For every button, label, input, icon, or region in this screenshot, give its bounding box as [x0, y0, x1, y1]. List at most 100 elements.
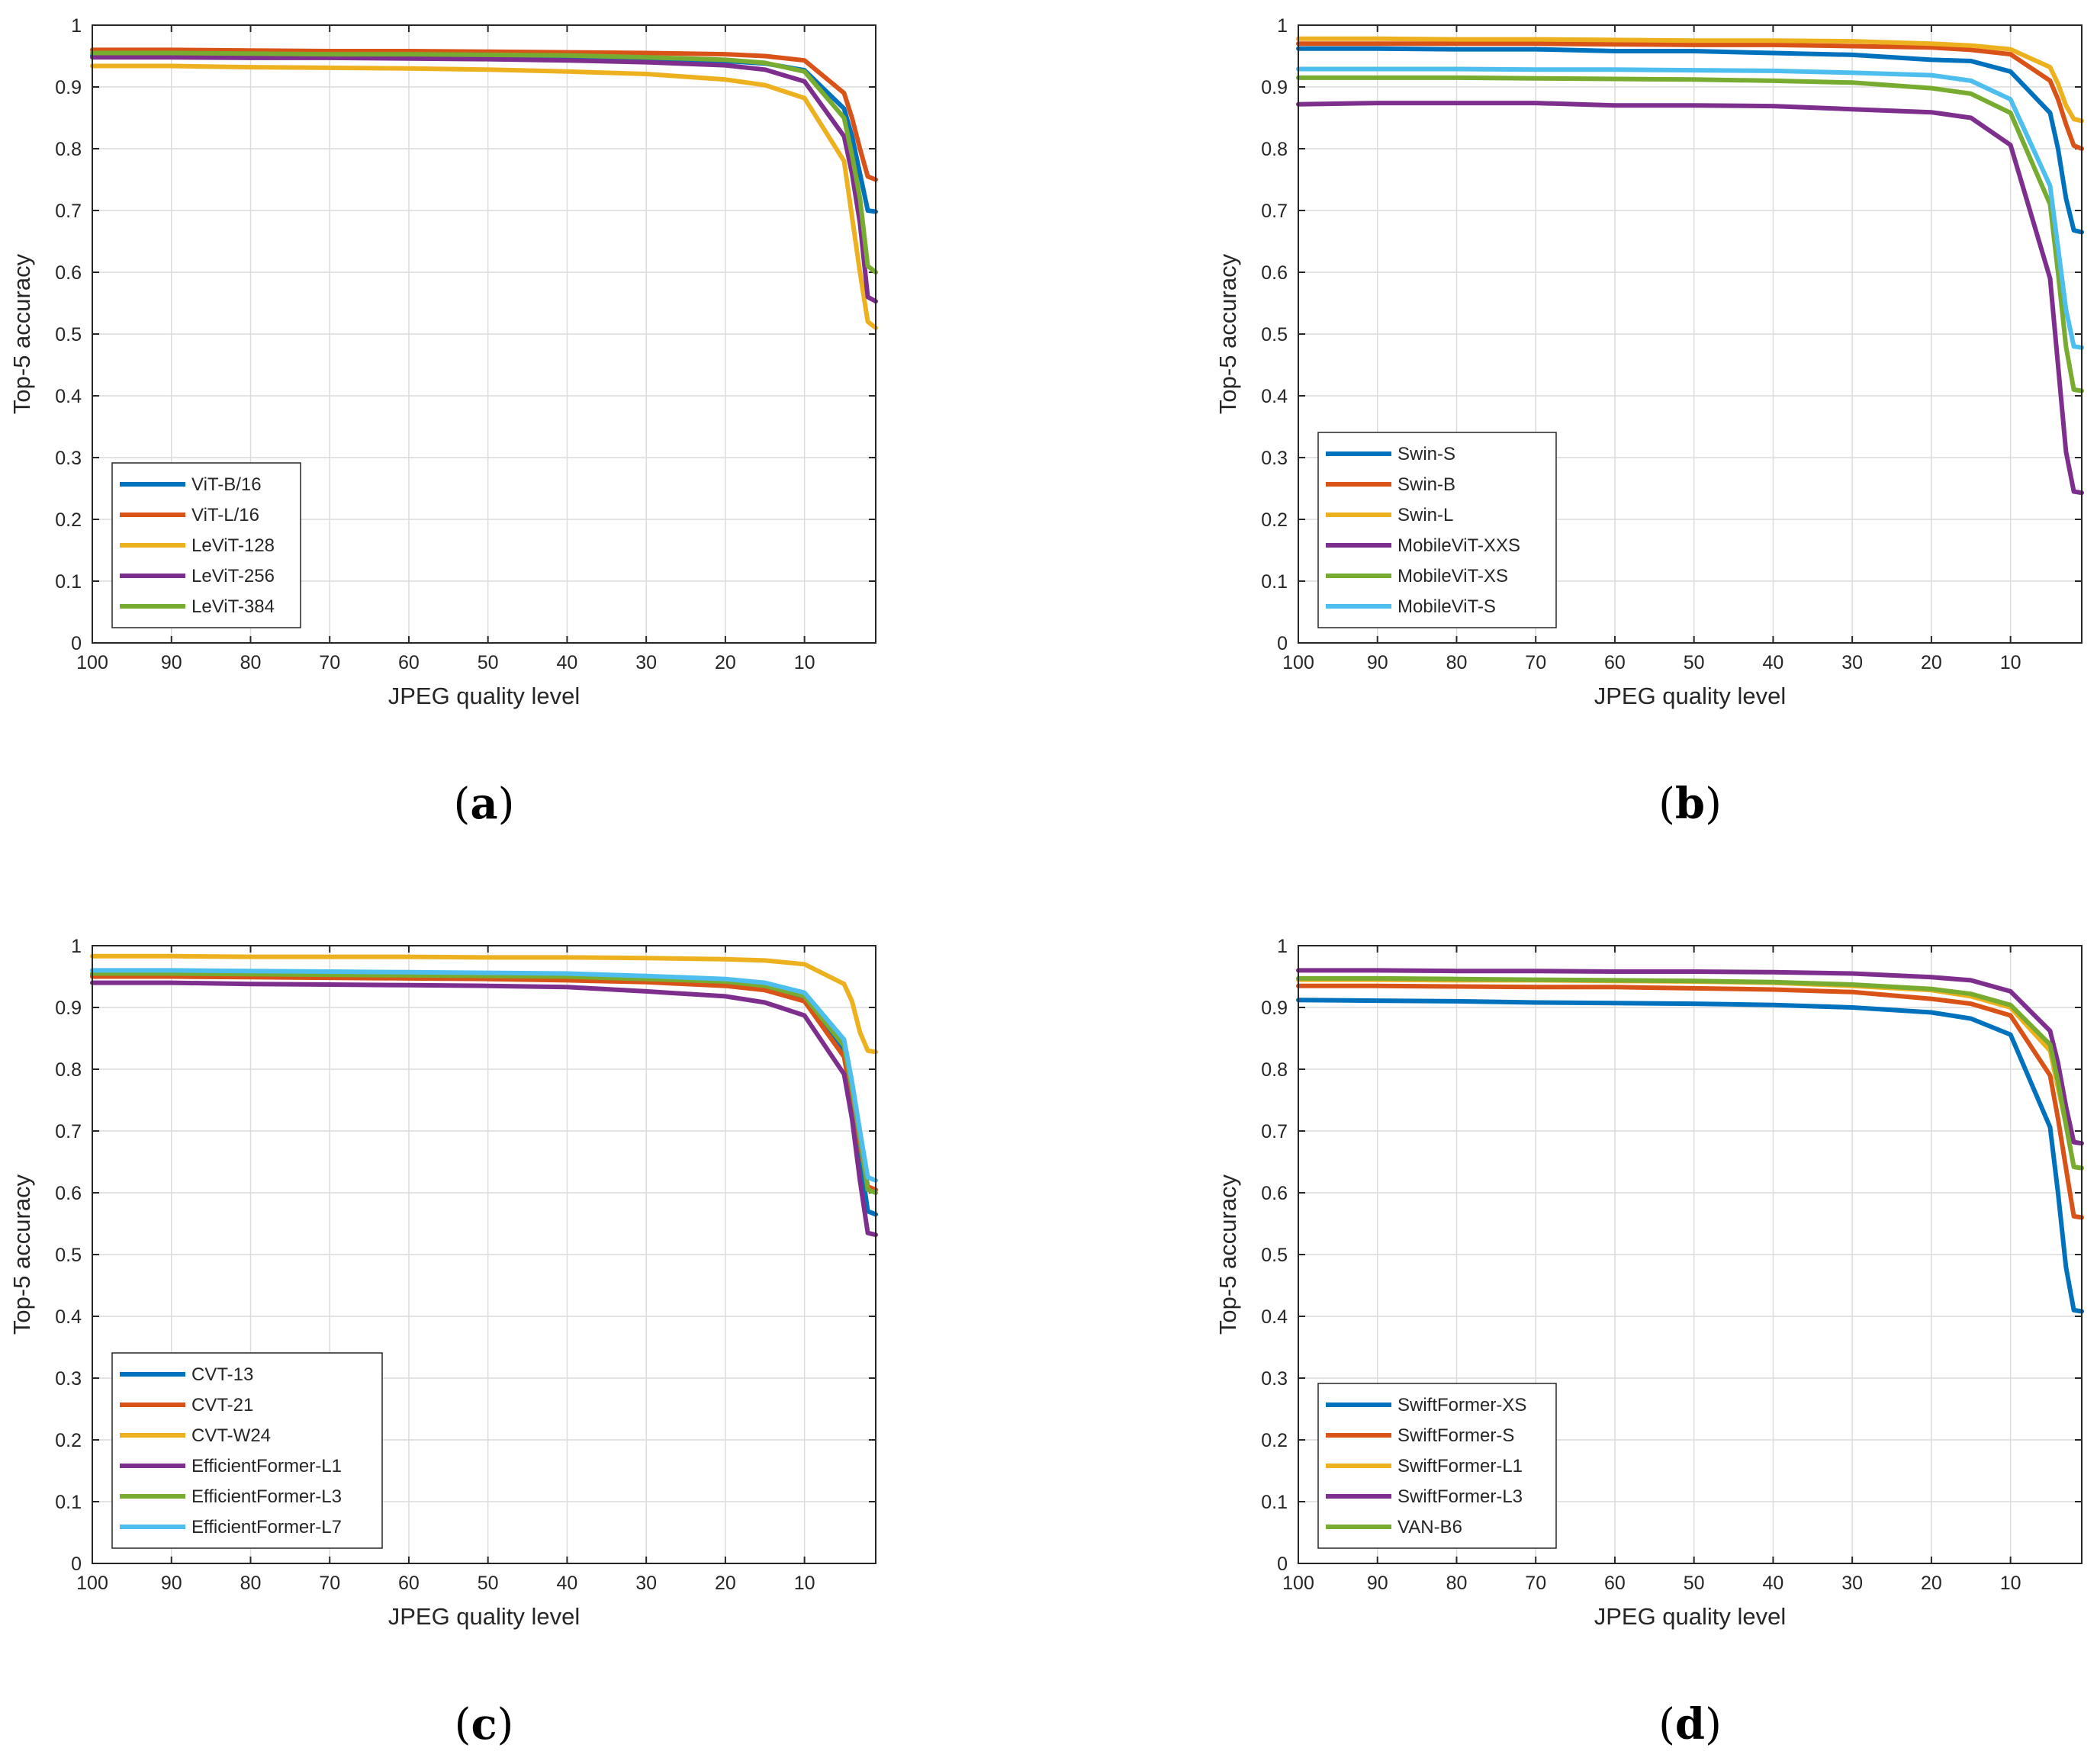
y-axis-label: Top-5 accuracy: [1214, 253, 1241, 414]
x-tick-label: 30: [635, 652, 657, 673]
legend-label: LeViT-128: [191, 535, 275, 556]
series-line-swiftformer-xs: [1296, 998, 2084, 1314]
x-axis-label: JPEG quality level: [1594, 683, 1787, 709]
series-line-vit-l-16: [90, 47, 878, 182]
x-tick-label: 70: [1525, 652, 1546, 673]
series-line-mobilevit-s: [1296, 66, 2084, 350]
x-tick-label: 10: [2000, 1573, 2021, 1594]
y-tick-label: 0: [1277, 1554, 1288, 1575]
y-tick-label: 0.2: [1261, 509, 1288, 531]
y-tick-label: 0.3: [55, 448, 82, 469]
legend-label: EfficientFormer-L7: [191, 1517, 342, 1537]
x-tick-label: 10: [794, 1573, 815, 1594]
x-tick-label: 80: [1446, 1573, 1468, 1594]
x-tick-label: 30: [1841, 1573, 1863, 1594]
series-line-levit-256: [90, 55, 878, 304]
x-tick-label: 20: [715, 652, 736, 673]
y-tick-label: 0: [71, 1554, 82, 1575]
y-tick-label: 0.8: [1261, 1059, 1288, 1081]
y-tick-label: 0.5: [55, 1245, 82, 1266]
y-tick-label: 0.3: [1261, 1368, 1288, 1390]
legend-label: Swin-L: [1397, 505, 1453, 525]
series-line-levit-384: [90, 50, 878, 275]
x-tick-label: 60: [398, 652, 420, 673]
panel-label: (c): [455, 1699, 514, 1750]
x-tick-label: 50: [478, 652, 499, 673]
y-tick-label: 0.1: [1261, 1492, 1288, 1513]
x-axis-label: JPEG quality level: [1594, 1603, 1787, 1630]
series-line-swin-b: [1296, 41, 2084, 151]
y-tick-label: 0.9: [55, 998, 82, 1019]
series-line-cvt-21: [90, 974, 878, 1192]
y-tick-label: 0.6: [55, 262, 82, 284]
y-tick-label: 0.5: [1261, 324, 1288, 345]
y-tick-label: 0.2: [55, 1430, 82, 1451]
series-line-van-b6: [1296, 975, 2084, 1171]
series-line-mobilevit-xxs: [1296, 101, 2084, 496]
y-tick-label: 0.1: [55, 571, 82, 593]
chart-panel-a: 100 90 80 70 60 50 40 30 20 1000.10.20.30.40.50.6…: [8, 15, 878, 829]
y-tick-label: 0.9: [1261, 77, 1288, 98]
x-tick-label: 90: [1367, 652, 1388, 673]
y-tick-label: 0.8: [55, 139, 82, 160]
x-tick-label: 50: [1684, 1573, 1705, 1594]
legend-label: CVT-21: [191, 1395, 253, 1415]
y-tick-label: 1: [1277, 936, 1288, 957]
legend-label: SwiftFormer-L1: [1397, 1456, 1523, 1476]
y-tick-label: 0: [1277, 633, 1288, 654]
legend-label: CVT-13: [191, 1364, 253, 1385]
y-tick-label: 1: [71, 936, 82, 957]
x-tick-label: 70: [319, 1573, 340, 1594]
legend-label: Swin-S: [1397, 444, 1455, 464]
legend-box: [111, 1352, 383, 1549]
plot-frame: [92, 24, 876, 644]
y-tick-label: 0.4: [1261, 386, 1288, 407]
series-line-swiftformer-s: [1296, 983, 2084, 1220]
legend-label: MobileViT-S: [1397, 596, 1496, 617]
y-axis-label: Top-5 accuracy: [1214, 1174, 1241, 1335]
y-axis-label: Top-5 accuracy: [8, 253, 35, 414]
series-line-mobilevit-xs: [1296, 75, 2084, 394]
x-tick-label: 80: [1446, 652, 1468, 673]
y-tick-label: 1: [71, 15, 82, 37]
x-tick-label: 60: [1604, 652, 1626, 673]
y-tick-label: 0.9: [1261, 998, 1288, 1019]
series-line-cvt-13: [90, 972, 878, 1217]
legend-label: EfficientFormer-L3: [191, 1486, 342, 1507]
y-tick-label: 0.6: [1261, 262, 1288, 284]
legend-label: LeViT-384: [191, 596, 275, 617]
y-tick-label: 0.4: [55, 1306, 82, 1328]
legend-label: SwiftFormer-XS: [1397, 1395, 1526, 1415]
y-tick-label: 0.2: [1261, 1430, 1288, 1451]
series-line-swin-l: [1296, 36, 2084, 124]
chart-panel-b: 100 90 80 70 60 50 40 30 20 1000.10.20.30.40.50.6…: [1214, 15, 2084, 829]
y-tick-label: 0.6: [1261, 1183, 1288, 1204]
legend-label: CVT-W24: [191, 1425, 271, 1446]
legend: CVT-13 CVT-21 CVT-W24 EfficientFormer-L1 Eff…: [111, 1352, 383, 1549]
x-tick-label: 70: [319, 652, 340, 673]
series-line-swiftformer-l3: [1296, 968, 2084, 1146]
x-tick-label: 20: [1921, 1573, 1942, 1594]
x-tick-label: 50: [1684, 652, 1705, 673]
y-tick-label: 0.1: [55, 1492, 82, 1513]
x-axis-label: JPEG quality level: [388, 1603, 581, 1630]
y-tick-label: 0.3: [55, 1368, 82, 1390]
series-line-efficientformer-l1: [90, 980, 878, 1238]
x-tick-label: 90: [1367, 1573, 1388, 1594]
y-tick-label: 0.7: [1261, 1121, 1288, 1142]
x-tick-label: 80: [240, 652, 262, 673]
y-tick-label: 0.8: [55, 1059, 82, 1081]
x-tick-label: 50: [478, 1573, 499, 1594]
x-tick-label: 100: [1282, 1573, 1314, 1594]
legend-label: SwiftFormer-S: [1397, 1425, 1514, 1446]
y-tick-label: 0.7: [55, 201, 82, 222]
x-tick-label: 30: [635, 1573, 657, 1594]
x-tick-label: 10: [794, 652, 815, 673]
legend-label: MobileViT-XS: [1397, 566, 1508, 586]
y-tick-label: 1: [1277, 15, 1288, 37]
y-tick-label: 0.4: [1261, 1306, 1288, 1328]
legend-label: EfficientFormer-L1: [191, 1456, 342, 1476]
series-line-cvt-w24: [90, 953, 878, 1055]
y-tick-label: 0: [71, 633, 82, 654]
chart-panel-d: 100 90 80 70 60 50 40 30 20 1000.10.20.30.40.50.6…: [1214, 936, 2084, 1750]
